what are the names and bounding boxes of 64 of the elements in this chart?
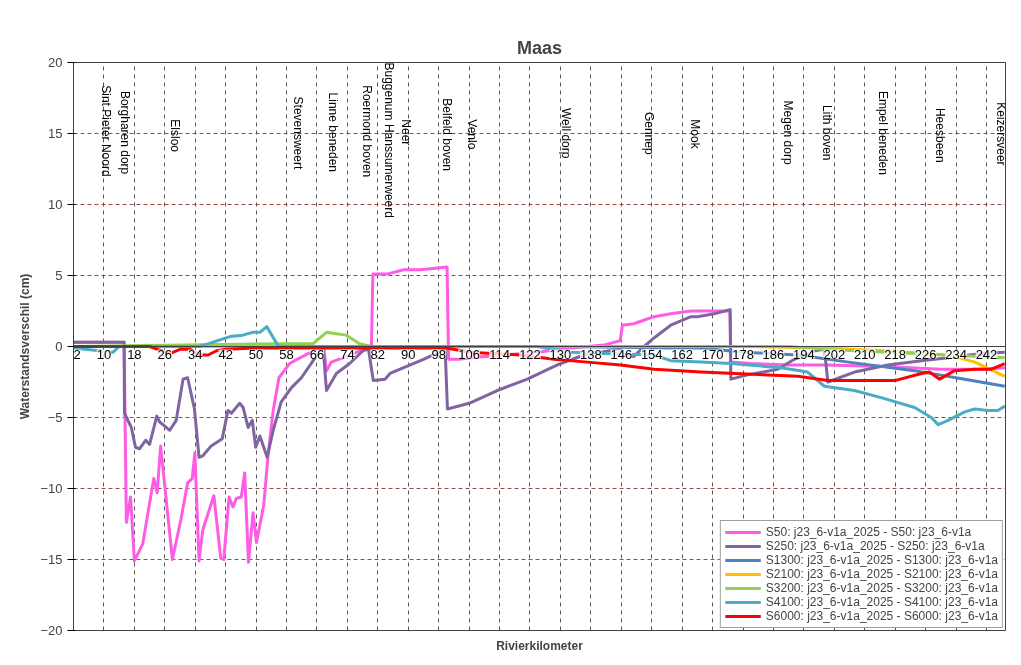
legend-label: S50: j23_6-v1a_2025 - S50: j23_6-v1a [765, 525, 972, 539]
x-tick-label: 2 [73, 346, 81, 362]
x-tick-label: 226 [914, 346, 937, 362]
legend-label: S2100: j23_6-v1a_2025 - S2100: j23_6-v1a [765, 567, 998, 581]
x-tick-label: 186 [762, 346, 785, 362]
annotation: Neer [399, 119, 414, 146]
legend-label: S250: j23_6-v1a_2025 - S250: j23_6-v1a [765, 539, 985, 553]
legend-label: S4100: j23_6-v1a_2025 - S4100: j23_6-v1a [765, 595, 998, 609]
x-tick-label: 162 [671, 346, 694, 362]
chart-title: Maas [516, 37, 563, 58]
x-tick-label: 66 [309, 346, 325, 362]
annotation: Belfeld boven [440, 98, 455, 172]
annotation: Elsloo [168, 119, 183, 153]
x-tick-label: 90 [401, 346, 416, 362]
annotation: Gennep [641, 111, 656, 155]
x-tick-label: 122 [519, 346, 541, 362]
y-tick-label: 10 [48, 197, 63, 212]
x-tick-label: 10 [96, 346, 112, 362]
x-tick-label: 170 [701, 346, 724, 362]
x-tick-label: 202 [823, 346, 846, 362]
x-tick-label: 26 [157, 346, 173, 362]
annotation: Roermond boven [360, 85, 375, 178]
x-tick-label: 210 [853, 346, 876, 362]
legend-label: S3200: j23_6-v1a_2025 - S3200: j23_6-v1a [765, 581, 998, 595]
legend-label: S6000: j23_6-v1a_2025 - S6000: j23_6-v1a [765, 609, 998, 623]
x-tick-label: 234 [945, 346, 967, 362]
x-tick-label: 194 [793, 346, 815, 362]
annotation: Stevensweert [291, 96, 306, 170]
y-tick-label: −15 [40, 552, 63, 567]
annotation: Heesbeen [933, 107, 948, 163]
x-tick-label: 130 [549, 346, 572, 362]
annotation: Keizersveer [993, 102, 1008, 166]
x-tick-label: 74 [340, 346, 355, 362]
y-tick-label: 5 [55, 268, 63, 283]
annotation: Buggenum Hanssumerweerd [382, 62, 397, 218]
annotation: Linne beneden [325, 92, 340, 173]
annotation: Sint Pieter Noord [99, 85, 114, 177]
annotation: Megen dorp [781, 100, 796, 165]
y-tick-label: −10 [40, 481, 63, 496]
x-axis-title: Rivierkilometer [496, 638, 584, 653]
y-tick-label: 20 [48, 55, 63, 70]
x-tick-label: 242 [975, 346, 998, 362]
y-tick-label: −5 [47, 410, 63, 425]
x-tick-label: 138 [580, 346, 602, 362]
annotation: Mook [688, 119, 703, 150]
x-tick-label: 114 [489, 346, 510, 362]
annotation: Borgharen dorp [117, 90, 132, 175]
annotation: Venlo [465, 119, 480, 150]
x-tick-label: 218 [884, 346, 907, 362]
y-axis-title: Waterstandsverschil (cm) [18, 273, 33, 420]
y-tick-label: 0 [55, 339, 63, 354]
x-tick-label: 34 [188, 346, 203, 362]
x-tick-label: 58 [279, 346, 294, 362]
legend-label: S1300: j23_6-v1a_2025 - S1300: j23_6-v1a [765, 553, 998, 567]
x-tick-label: 82 [370, 346, 386, 362]
x-tick-label: 98 [431, 346, 446, 362]
annotation: Well dorp [558, 107, 573, 159]
x-tick-label: 42 [218, 346, 233, 362]
annotation: Empel beneden [876, 90, 891, 175]
x-tick-label: 18 [127, 346, 142, 362]
y-tick-label: −20 [40, 623, 63, 638]
y-tick-label: 15 [48, 126, 63, 141]
annotation: Lith boven [820, 105, 835, 161]
x-tick-label: 50 [248, 346, 264, 362]
